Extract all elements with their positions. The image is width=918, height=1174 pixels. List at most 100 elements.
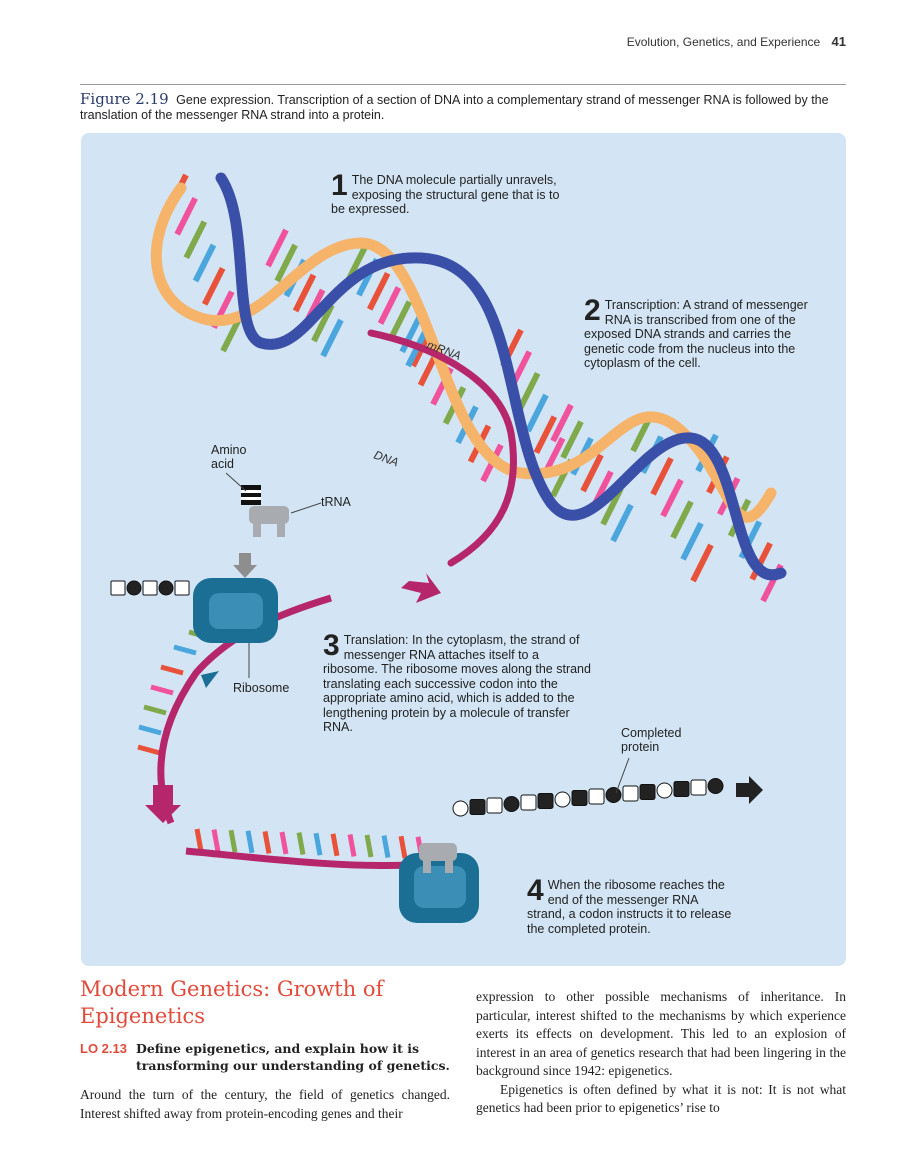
- amino-acid-unit: [486, 797, 503, 814]
- mrna-base: [381, 835, 391, 859]
- amino-acid-unit: [110, 580, 126, 596]
- step-4-text: When the ribosome reaches the end of the…: [527, 878, 732, 936]
- dna-base-pair: [560, 420, 584, 460]
- dna-base-pair: [749, 541, 773, 581]
- amino-acid-unit: [639, 784, 656, 800]
- dna-base-pair: [265, 228, 289, 268]
- step-3-callout: 3 Translation: In the cytoplasm, the str…: [323, 629, 595, 735]
- step-1-number: 1: [331, 169, 348, 202]
- figure-illustration: mRNA DNA: [110, 172, 787, 923]
- amino-acid-unit: [690, 779, 707, 796]
- amino-acid-unit: [673, 781, 690, 797]
- completed-protein-pointer: [615, 757, 630, 794]
- mrna-base: [228, 829, 238, 853]
- right-paragraph-2: Epigenetics is often defined by what it …: [476, 1081, 846, 1116]
- dna-base-pair: [192, 243, 217, 283]
- amino-acid-label: Amino acid: [211, 443, 247, 471]
- ribosome-translating: [193, 578, 278, 643]
- mrna-base: [211, 829, 221, 853]
- step-2-text: Transcription: A strand of messenger RNA…: [584, 298, 808, 370]
- dna-base-pair: [201, 266, 226, 306]
- mrna-base: [262, 830, 272, 854]
- amino-acid-unit: [588, 788, 605, 805]
- gene-expression-figure: mRNA DNA 1 The DNA molecule partially un…: [81, 133, 846, 966]
- learning-objective: LO 2.13 Define epigenetics, and explain …: [80, 1040, 450, 1074]
- learning-objective-text: Define epigenetics, and explain how it i…: [136, 1041, 450, 1073]
- dna-base-pair: [388, 300, 413, 340]
- amino-acid-unit: [537, 793, 554, 809]
- amino-acid-unit: [571, 790, 588, 806]
- dna-base-pair: [183, 220, 208, 260]
- translation-mrna: [157, 594, 333, 825]
- protein-direction-arrow: [736, 776, 763, 804]
- left-paragraph: Around the turn of the century, the fiel…: [80, 1087, 450, 1121]
- amino-acid-pointer: [225, 472, 247, 492]
- running-title: Evolution, Genetics, and Experience: [626, 35, 821, 49]
- trna-molecule: [249, 506, 289, 537]
- right-paragraph-1: expression to other possible mechanisms …: [476, 989, 846, 1078]
- dna-base-pair: [690, 543, 714, 583]
- dna-base-pair: [550, 403, 574, 443]
- dna-base-pair: [274, 243, 298, 283]
- step-2-number: 2: [584, 294, 601, 327]
- ribosome-releasing: [399, 853, 479, 923]
- dna-base-pair: [174, 196, 198, 236]
- dna-label: DNA: [372, 448, 401, 470]
- amino-acid-unit: [520, 794, 537, 811]
- dna-base-pair: [377, 286, 402, 325]
- dna-base-pair: [680, 521, 704, 561]
- learning-objective-code: LO 2.13: [80, 1041, 127, 1056]
- mrna-base: [150, 684, 174, 696]
- amino-acid-icon: [241, 485, 261, 505]
- mrna-base: [160, 664, 184, 676]
- mrna-base: [137, 744, 161, 756]
- step-1-text: The DNA molecule partially unravels, exp…: [331, 173, 560, 216]
- dna-base-pair: [660, 478, 684, 518]
- completed-protein-label: Completed protein: [621, 726, 682, 754]
- mrna-base: [194, 828, 204, 852]
- amino-acid-unit: [469, 799, 486, 815]
- dna-base-pair: [516, 371, 541, 411]
- ribosome-label: Ribosome: [233, 681, 290, 695]
- dna-base-pair: [610, 503, 634, 543]
- amino-acid-unit: [707, 778, 724, 794]
- header-rule: [80, 84, 846, 85]
- trna-released: [419, 843, 457, 873]
- amino-acid-unit: [452, 800, 469, 817]
- step-3-number: 3: [323, 629, 340, 662]
- dna-base-pair: [533, 415, 558, 455]
- step-4-number: 4: [527, 874, 544, 907]
- amino-acid-unit: [605, 787, 622, 803]
- completed-protein-chain: [452, 778, 724, 817]
- running-header: Evolution, Genetics, and Experience 41: [627, 34, 846, 49]
- dna-base-pair: [650, 456, 674, 496]
- step-4-callout: 4 When the ribosome reaches the end of t…: [527, 874, 737, 936]
- figure-label: Figure 2.19: [80, 90, 169, 108]
- dna-strand-blue: [215, 172, 787, 581]
- down-arrow-translation: [145, 785, 181, 823]
- dna-base-pair: [292, 273, 317, 313]
- dna-base-pair: [670, 500, 694, 540]
- amino-acid-unit: [174, 580, 190, 596]
- amino-acid-unit: [656, 782, 673, 799]
- mrna-strand: [367, 329, 517, 567]
- trna-pointer: [290, 502, 322, 514]
- trna-down-arrow: [233, 553, 257, 578]
- growing-protein-chain: [110, 580, 190, 596]
- dna-base-pair: [320, 318, 344, 358]
- down-arrow-transcription: [401, 573, 441, 603]
- amino-acid-unit: [554, 791, 571, 808]
- step-2-callout: 2 Transcription: A strand of messenger R…: [584, 294, 816, 371]
- mrna-base: [398, 835, 408, 859]
- trna-label: tRNA: [321, 495, 351, 509]
- dna-base-pairs: [165, 173, 784, 603]
- mrna-base: [364, 834, 374, 858]
- figure-caption-text: Gene expression. Transcription of a sect…: [80, 93, 829, 122]
- step-1-callout: 1 The DNA molecule partially unravels, e…: [331, 169, 561, 217]
- mrna-base: [138, 724, 162, 736]
- amino-acid-unit: [622, 785, 639, 802]
- right-column: expression to other possible mechanisms …: [476, 988, 846, 1118]
- amino-acid-unit: [142, 580, 158, 596]
- dna-base-pair: [366, 271, 391, 311]
- mrna-base: [330, 833, 340, 857]
